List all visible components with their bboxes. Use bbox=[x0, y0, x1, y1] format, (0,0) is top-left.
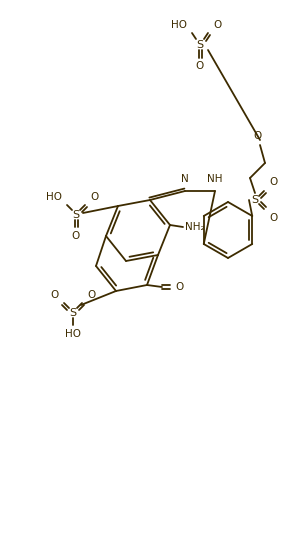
Text: HO: HO bbox=[65, 329, 81, 339]
Text: NH: NH bbox=[207, 174, 223, 184]
Text: S: S bbox=[70, 308, 77, 318]
Text: O: O bbox=[90, 192, 98, 202]
Text: HO: HO bbox=[171, 20, 187, 30]
Text: HO: HO bbox=[46, 192, 62, 202]
Text: N: N bbox=[181, 174, 189, 184]
Text: O: O bbox=[269, 213, 277, 223]
Text: NH₂: NH₂ bbox=[185, 222, 205, 232]
Text: S: S bbox=[196, 40, 203, 50]
Text: S: S bbox=[72, 210, 80, 220]
Text: O: O bbox=[72, 231, 80, 241]
Text: O: O bbox=[175, 282, 183, 292]
Text: S: S bbox=[251, 195, 258, 205]
Text: O: O bbox=[51, 290, 59, 300]
Text: O: O bbox=[213, 20, 221, 30]
Text: O: O bbox=[196, 61, 204, 71]
Text: O: O bbox=[269, 177, 277, 187]
Text: O: O bbox=[253, 131, 261, 141]
Text: O: O bbox=[87, 290, 95, 300]
